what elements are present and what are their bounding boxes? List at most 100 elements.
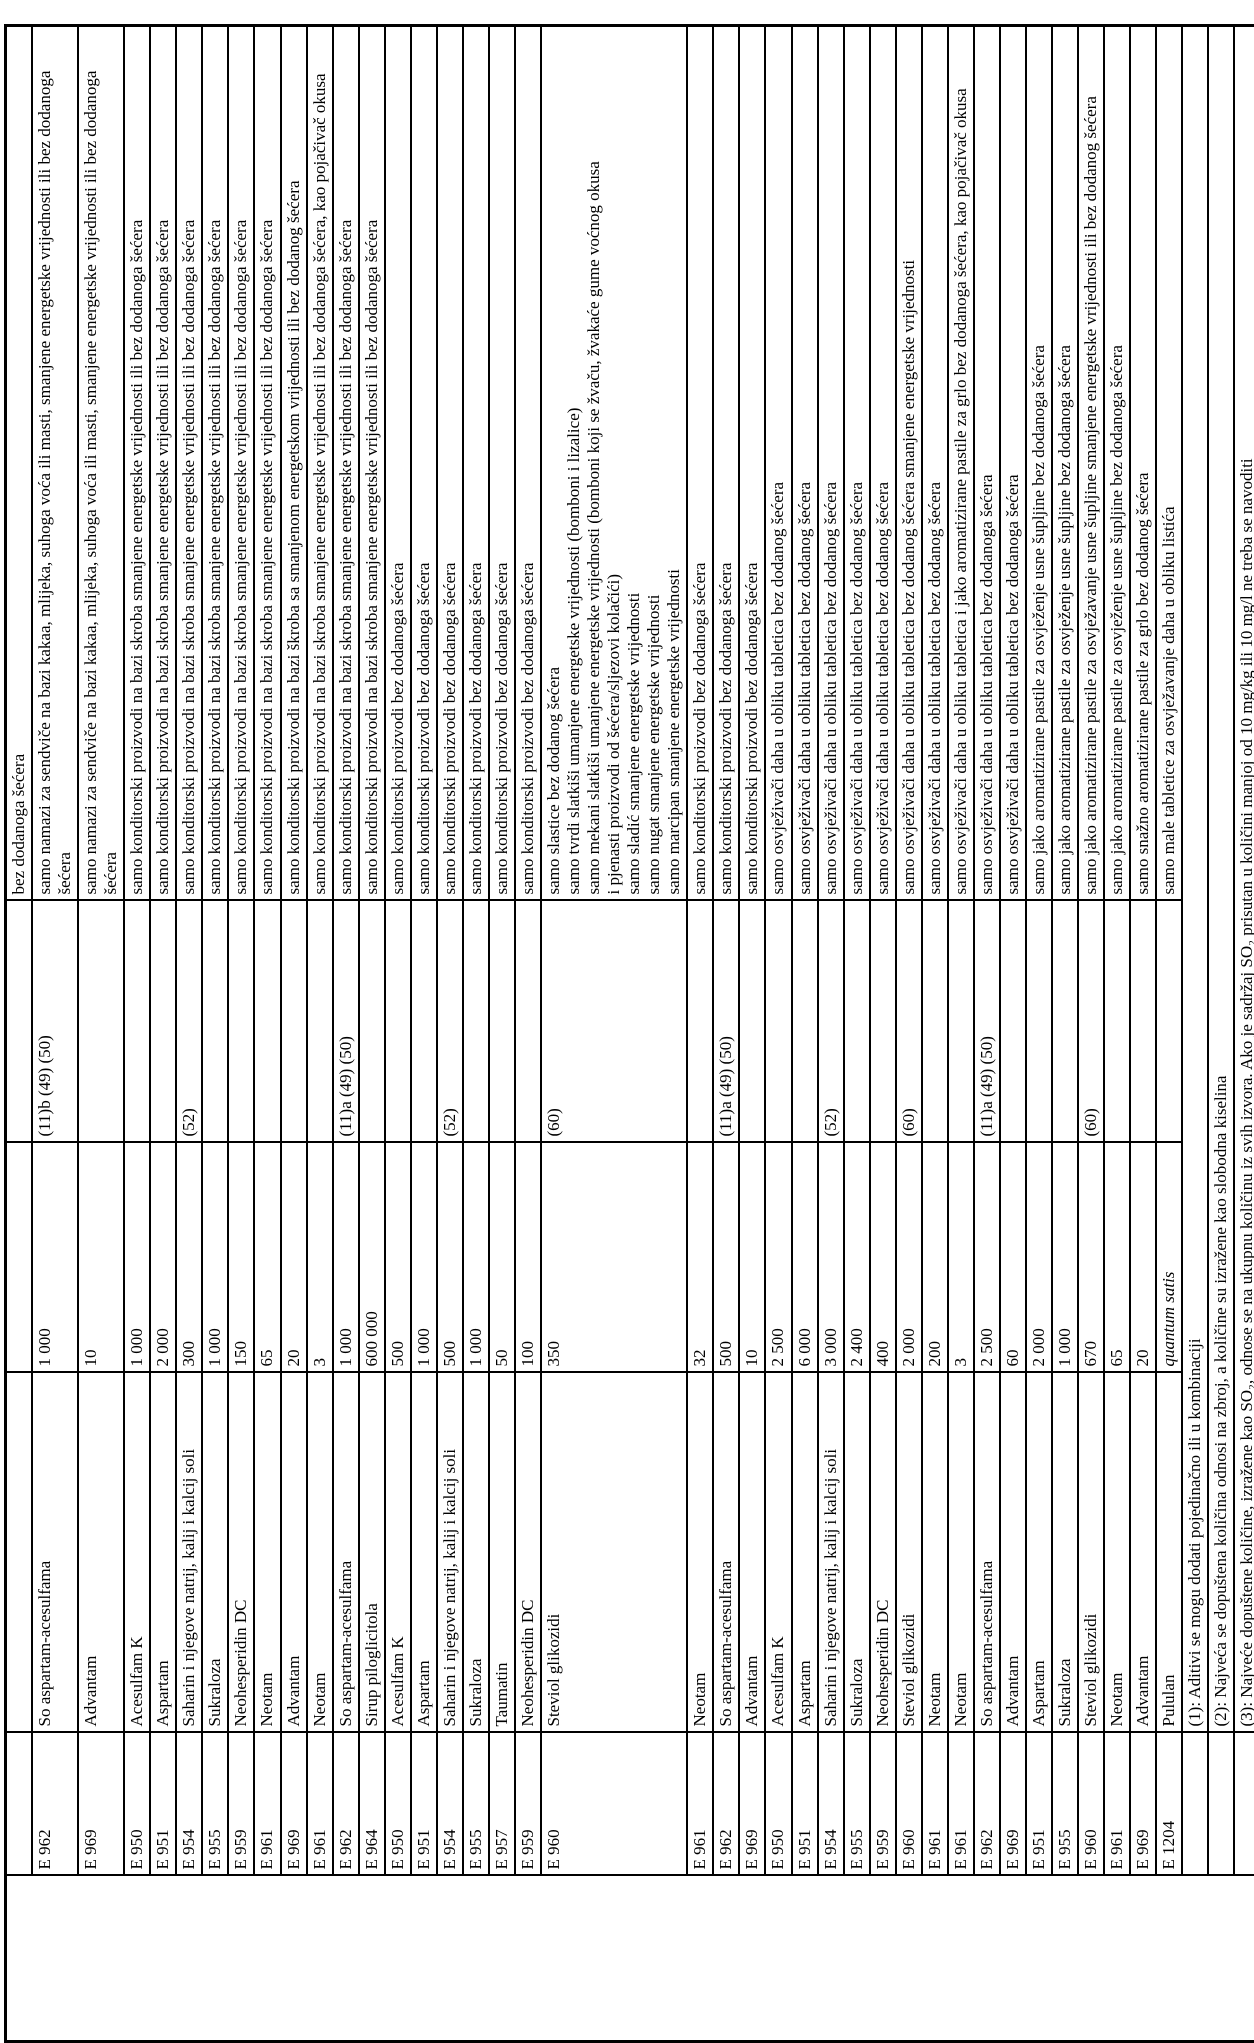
table-row: E 950 Acesulfam K 500 samo konditorski proi… bbox=[384, 25, 411, 2042]
cell-name: Neohesperidin DC bbox=[514, 1372, 541, 1733]
cell-e-number: E 955 bbox=[1051, 1732, 1079, 1876]
cell-footnote-refs bbox=[514, 900, 541, 1143]
cell-restrictions: samo namazi za sendviče na bazi kakaa, m… bbox=[32, 25, 79, 901]
cell-max-amount: 500 bbox=[436, 1142, 463, 1373]
table-row: E 969 Advantam 10 samo konditorski proizvod… bbox=[739, 25, 766, 2042]
cell-footnote-refs bbox=[280, 900, 307, 1143]
cell-e-number: E 962 bbox=[713, 1732, 740, 1876]
table-row: E 957 Taumatin 50 samo konditorski proizvod… bbox=[488, 25, 515, 2042]
cell-e-number: E 969 bbox=[280, 1732, 307, 1876]
cell-footnote-refs: (52) bbox=[176, 900, 203, 1143]
cell-max-amount: 3 bbox=[947, 1142, 974, 1373]
table-row: E 969 Advantam 60 samo osvježivači daha u o… bbox=[999, 25, 1026, 2042]
cell-footnote-refs bbox=[687, 900, 714, 1143]
cell-max-amount: 3 000 bbox=[817, 1142, 844, 1373]
cell-e-number: E 951 bbox=[1025, 1732, 1052, 1876]
cell-name: Aspartam bbox=[791, 1372, 818, 1733]
cell-name: Aspartam bbox=[150, 1372, 177, 1733]
cell-max-amount: 20 bbox=[280, 1142, 307, 1373]
cell-max-amount: 500 bbox=[713, 1142, 740, 1373]
cell-name: Neotam bbox=[687, 1372, 714, 1733]
table-row: E 960 Steviol glikozidi 2 000 (60) samo osvj… bbox=[895, 25, 922, 2042]
table-row: E 961 Neotam 65 samo jako aromatizirane pas… bbox=[1104, 25, 1131, 2042]
cell-name: Neotam bbox=[921, 1372, 948, 1733]
table-row: E 951 Aspartam 6 000 samo osvježivači daha … bbox=[791, 25, 818, 2042]
cell-restrictions: samo konditorski proizvodi bez dodanoga … bbox=[687, 25, 714, 901]
cell-max-amount: 3 bbox=[306, 1142, 333, 1373]
cell-name: Neotam bbox=[1104, 1372, 1131, 1733]
cell-name: Acesulfam K bbox=[765, 1372, 792, 1733]
cell-name: Sirup piloglicitola bbox=[358, 1372, 385, 1733]
cell-e-number: E 961 bbox=[1104, 1732, 1131, 1876]
table-row: E 969 Advantam 20 samo snažno aromatizirane… bbox=[1130, 25, 1157, 2042]
cell-name: Neotam bbox=[306, 1372, 333, 1733]
cell-max-amount: 2 000 bbox=[895, 1142, 922, 1373]
footnote-text: (2): Najveća se dopuštena količina odnos… bbox=[1208, 25, 1235, 1733]
cell-name: Acesulfam K bbox=[124, 1372, 151, 1733]
cell-e-number: E 961 bbox=[687, 1732, 714, 1876]
cell-footnote-refs bbox=[228, 900, 255, 1143]
cell-footnote-refs bbox=[1104, 900, 1131, 1143]
cell-restrictions: bez dodanoga šećera bbox=[5, 25, 33, 901]
cell-max-amount: 20 bbox=[1130, 1142, 1157, 1373]
cell-name: Steviol glikozidi bbox=[540, 1372, 688, 1733]
cell-footnote-refs: (52) bbox=[436, 900, 463, 1143]
cell-restrictions: samo konditorski proizvodi bez dodanoga … bbox=[739, 25, 766, 901]
cell-max-amount: 670 bbox=[1078, 1142, 1105, 1373]
cell-footnote-refs: (11)a (49) (50) bbox=[713, 900, 740, 1143]
footnote-e-spacer-cell bbox=[1234, 1732, 1254, 1876]
cell-name: Aspartam bbox=[1025, 1372, 1052, 1733]
cell-e-number: E 951 bbox=[150, 1732, 177, 1876]
cell-e-number: E 950 bbox=[124, 1732, 151, 1876]
cell-restrictions: samo konditorski proizvodi na bazi skrob… bbox=[332, 25, 359, 901]
table-row: E 964 Sirup piloglicitola 600 000 samo kond… bbox=[358, 25, 385, 2042]
cell-max-amount: 200 bbox=[921, 1142, 948, 1373]
footnote-text: (1): Aditivi se mogu dodati pojedinačno … bbox=[1182, 25, 1209, 1733]
footnote-text: (3): Najveće dopuštene količine, izražen… bbox=[1234, 25, 1254, 1733]
footnote-e-spacer-cell bbox=[1208, 1732, 1235, 1876]
table-row: E 954 Saharin i njegove natrij, kalij i k… bbox=[436, 25, 463, 2042]
cell-e-number: E 961 bbox=[947, 1732, 974, 1876]
cell-max-amount: 32 bbox=[687, 1142, 714, 1373]
cell-name: Advantam bbox=[280, 1372, 307, 1733]
table-row: E 962 So aspartam-acesulfama 1 000 (11)b (4… bbox=[32, 25, 79, 2042]
cell-name: So aspartam-acesulfama bbox=[713, 1372, 740, 1733]
table-row: E 954 Saharin i njegove natrij, kalij i k… bbox=[176, 25, 203, 2042]
cell-restrictions: samo osvježivači daha u obliku tabletica… bbox=[817, 25, 844, 901]
cell-max-amount: 2 000 bbox=[150, 1142, 177, 1373]
cell-footnote-refs bbox=[124, 900, 151, 1143]
cell-restrictions: samo konditorski proizvodi na bazi skrob… bbox=[254, 25, 281, 901]
cell-name: Pululan bbox=[1156, 1372, 1183, 1733]
cell-e-number: E 954 bbox=[176, 1732, 203, 1876]
cell-e-number: E 969 bbox=[78, 1732, 125, 1876]
cell-max-amount: 1 000 bbox=[124, 1142, 151, 1373]
cell-name: So aspartam-acesulfama bbox=[973, 1372, 1000, 1733]
table-row: E 955 Sukraloza 1 000 samo jako aromatizira… bbox=[1051, 25, 1079, 2042]
cell-max-amount: 65 bbox=[254, 1142, 281, 1373]
cell-e-number: E 960 bbox=[540, 1732, 688, 1876]
cell-name: Advantam bbox=[1130, 1372, 1157, 1733]
cell-e-number: E 954 bbox=[817, 1732, 844, 1876]
cell-restrictions: samo konditorski proizvodi na bazi skrob… bbox=[150, 25, 177, 901]
cell-max-amount: 50 bbox=[488, 1142, 515, 1373]
cell-restrictions: samo osvježivači daha u obliku tabletica… bbox=[843, 25, 870, 901]
cell-e-number: E 964 bbox=[358, 1732, 385, 1876]
cell-restrictions: samo osvježivači daha u obliku tabletica… bbox=[765, 25, 792, 901]
cell-restrictions: samo osvježivači daha u obliku tabletica… bbox=[895, 25, 922, 901]
cell-e-number: E 951 bbox=[410, 1732, 437, 1876]
cell-restrictions: samo konditorski proizvodi na bazi skrob… bbox=[228, 25, 255, 901]
footnote-e-spacer-cell bbox=[1182, 1732, 1209, 1876]
table-row: E 959 Neohesperidin DC 400 samo osvježivači… bbox=[869, 25, 896, 2042]
cell-name: So aspartam-acesulfama bbox=[332, 1372, 359, 1733]
table-row: E 955 Sukraloza 1 000 samo konditorski proi… bbox=[462, 25, 489, 2042]
cell-e-number: E 955 bbox=[202, 1732, 229, 1876]
cell-max-amount: 400 bbox=[869, 1142, 896, 1373]
cell-e-number bbox=[5, 1732, 33, 1876]
cell-name bbox=[5, 1372, 33, 1733]
cell-restrictions: samo osvježivači daha u obliku tabletica… bbox=[869, 25, 896, 901]
cell-footnote-refs bbox=[999, 900, 1026, 1143]
cell-footnote-refs: (11)b (49) (50) bbox=[32, 900, 79, 1143]
cell-footnote-refs bbox=[843, 900, 870, 1143]
additives-limits-table: bez dodanoga šećera E 962 So aspartam-aces… bbox=[4, 24, 1254, 2043]
cell-e-number: E 959 bbox=[514, 1732, 541, 1876]
